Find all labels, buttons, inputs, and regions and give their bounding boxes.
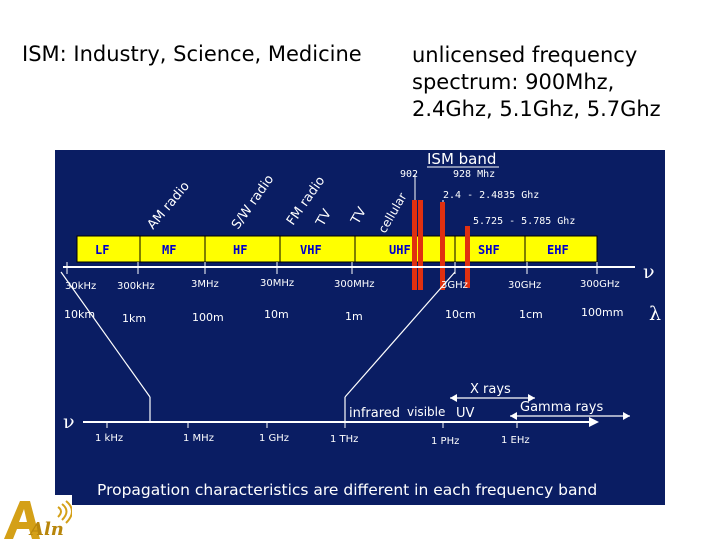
label-infrared: infrared	[349, 406, 400, 421]
bottom-tick-label: 1 kHz	[95, 433, 123, 444]
service-am-radio: AM radio	[145, 179, 193, 233]
ism-label-928: 928 Mhz	[453, 169, 495, 180]
wave-tick-label: 10km	[64, 308, 95, 321]
wave-tick-label: 10m	[264, 308, 289, 321]
zoom-line-left	[60, 271, 151, 398]
frequency-axis-ticks	[66, 262, 598, 274]
label-visible: visible	[407, 405, 445, 419]
bottom-tick-label: 1 THz	[330, 434, 358, 445]
band-uhf: UHF	[389, 243, 411, 257]
label-gamma-rays: Gamma rays	[520, 400, 603, 415]
propagation-footer: Propagation characteristics are differen…	[97, 481, 597, 499]
service-tv-1: TV	[313, 207, 335, 230]
logo-a-shape	[4, 501, 40, 539]
bottom-nu-symbol: ν	[63, 411, 75, 433]
freq-tick-label: 300MHz	[334, 279, 374, 290]
ism-bar-900mhz-b	[418, 200, 423, 290]
label-x-rays: X rays	[470, 382, 511, 397]
band-shf: SHF	[478, 243, 500, 257]
ism-label-902: 902	[400, 169, 418, 180]
service-cellular: cellular	[375, 190, 409, 235]
frequency-tick-labels: 30kHz 300kHz 3MHz 30MHz 300MHz 3GHz 30GH…	[65, 278, 620, 292]
x-rays-arrow-head-right	[528, 394, 535, 402]
freq-tick-label: 300GHz	[580, 279, 620, 290]
wave-tick-label: 100mm	[581, 306, 623, 319]
logo-mark: Aln	[28, 519, 64, 540]
wavelength-tick-labels: 10km 1km 100m 10m 1m 10cm 1cm 100mm	[64, 306, 623, 325]
band-lf: LF	[95, 243, 109, 257]
bottom-tick-label: 1 EHz	[501, 435, 530, 446]
bottom-tick-label: 1 MHz	[183, 433, 214, 444]
label-uv: UV	[456, 406, 475, 421]
bottom-tick-label: 1 PHz	[431, 436, 459, 447]
bottom-tick-label: 1 GHz	[259, 433, 289, 444]
frequency-spectrum-diagram: ISM band 902 928 Mhz 2.4 - 2.4835 Ghz 5.…	[55, 150, 665, 505]
wave-tick-label: 1km	[122, 312, 146, 325]
ism-label-5-7ghz: 5.725 - 5.785 Ghz	[473, 216, 575, 227]
ism-bar-2-4ghz	[440, 202, 445, 290]
spectrum-caption: unlicensed frequency spectrum: 900Mhz, 2…	[412, 43, 661, 121]
band-vhf: VHF	[300, 243, 322, 257]
gamma-rays-arrow-head-left	[510, 412, 517, 420]
x-rays-arrow-head-left	[450, 394, 457, 402]
freq-tick-label: 3GHz	[441, 280, 468, 291]
lambda-symbol: λ	[649, 303, 661, 325]
wave-tick-label: 1cm	[519, 308, 543, 321]
freq-tick-label: 3MHz	[191, 279, 219, 290]
spectrum-svg: ISM band 902 928 Mhz 2.4 - 2.4835 Ghz 5.…	[60, 150, 661, 499]
wave-tick-label: 1m	[345, 310, 363, 323]
bottom-axis-ticks	[106, 422, 518, 428]
ism-bar-5-7ghz	[465, 226, 470, 288]
ism-band-title: ISM band	[427, 150, 496, 168]
service-sw-radio: S/W radio	[229, 172, 277, 232]
freq-tick-label: 30MHz	[260, 278, 294, 289]
wave-tick-label: 100m	[192, 311, 224, 324]
bottom-axis-arrow	[589, 417, 599, 427]
band-hf: HF	[233, 243, 247, 257]
freq-tick-label: 30GHz	[508, 280, 541, 291]
ism-label-2-4ghz: 2.4 - 2.4835 Ghz	[443, 190, 539, 201]
band-ehf: EHF	[547, 243, 569, 257]
bottom-tick-labels: 1 kHz 1 MHz 1 GHz 1 THz 1 PHz 1 EHz	[95, 433, 530, 447]
service-tv-2: TV	[348, 205, 370, 228]
wave-tick-label: 10cm	[445, 308, 476, 321]
band-mf: MF	[162, 243, 176, 257]
zoom-line-right	[344, 271, 456, 398]
band-bar	[76, 235, 598, 263]
institution-logo: Aln	[0, 495, 73, 540]
nu-symbol: ν	[643, 261, 655, 283]
freq-tick-label: 300kHz	[117, 281, 155, 292]
ism-bar-900mhz	[412, 200, 417, 290]
freq-tick-label: 30kHz	[65, 281, 96, 292]
gamma-rays-arrow-head-right	[623, 412, 630, 420]
ism-caption: ISM: Industry, Science, Medicine	[22, 42, 362, 66]
